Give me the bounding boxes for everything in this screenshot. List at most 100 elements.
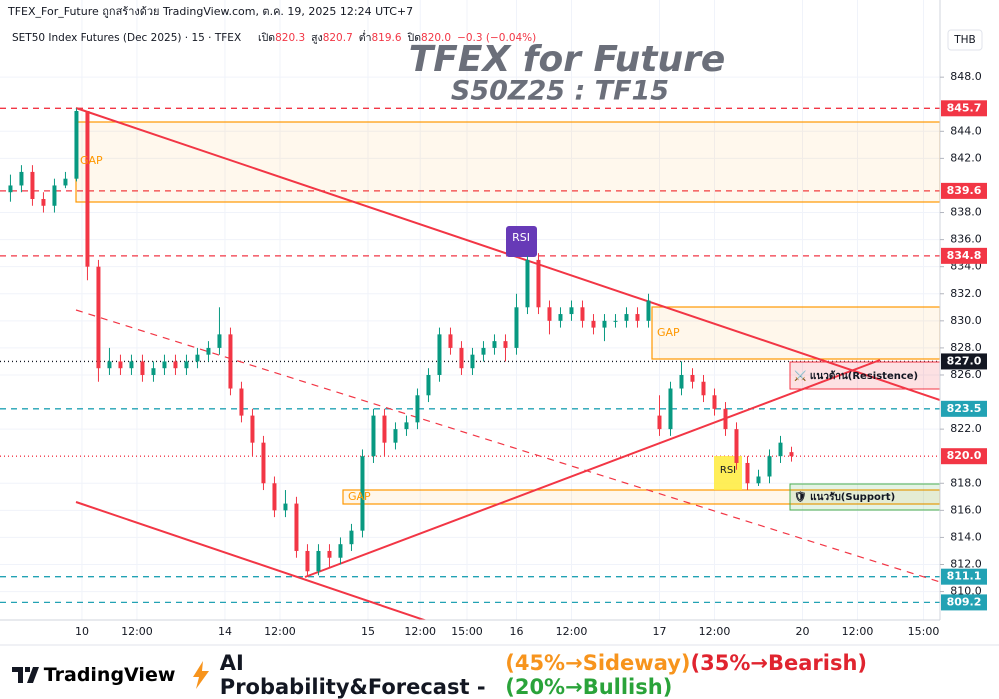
footer: TradingView AI Probability&Forecast - (4… [0,650,999,699]
ohlc-value: 820.7 [323,32,353,44]
logo [12,666,39,683]
y-tick-label: 828.0 [950,341,982,354]
candle-body [657,415,662,430]
rsi-label: RSI [720,465,736,476]
candle-body [580,307,585,321]
candle-body [668,388,673,430]
candle-body [525,259,530,308]
gap-label: GAP [80,154,103,167]
resistance-label: ⚔️ แนวต้าน(Resistence) [794,369,918,382]
price-label: 839.6 [947,184,982,197]
candle-body [250,415,255,443]
candle-body [712,395,717,409]
candle-body [283,503,288,511]
candle-body [272,483,277,511]
ohlc-value: 820.0 [421,32,451,44]
price-label: 834.8 [947,249,982,262]
candle-body [569,307,574,315]
candle-body [426,374,431,396]
candle-body [514,307,519,348]
candle-body [767,456,772,477]
ohlc-value: 819.6 [371,32,401,44]
candle-body [789,452,794,457]
candle-body [734,429,739,463]
x-tick-label: 15:00 [908,625,940,638]
brand: TradingView [43,663,176,686]
x-tick-label: 17 [652,625,666,638]
candle-body [646,300,651,321]
drawings [75,107,940,620]
candle-body [613,320,618,322]
caption: TFEX_For_Future ถูกสร้างด้วย TradingView… [7,5,413,18]
ohlc-value: 820.3 [275,32,305,44]
y-tick-label: 818.0 [950,476,982,489]
candle-body [481,347,486,355]
price-label-box [941,594,987,611]
candle-body [679,374,684,389]
candle-body [547,307,552,321]
candle-body [173,361,178,369]
x-tick-label: 12:00 [842,625,874,638]
y-tick-label: 816.0 [950,503,982,516]
candle-body [393,429,398,443]
y-tick-label: 844.0 [950,124,982,137]
x-tick-label: 15 [361,625,375,638]
price-label: 811.1 [947,570,982,583]
x-tick-label: 12:00 [121,625,153,638]
candle-body [360,456,365,531]
gap-box [75,121,940,203]
y-tick-label: 810.0 [950,585,982,598]
y-tick-label: 826.0 [950,368,982,381]
y-tick-label: 842.0 [950,151,982,164]
candle-body [459,347,464,369]
gap-label: GAP [348,490,371,503]
candle-body [129,361,134,369]
bolt-icon [193,660,210,689]
trend-line [304,359,881,578]
candle-body [294,503,299,551]
candle-body [492,341,497,348]
candle-body [107,361,112,369]
price-label: 827.0 [947,354,982,367]
candle-body [261,442,266,484]
ohlc: เปิด820.3 สูง820.7 ต่ำ819.6 ปิด820.0 −0.3 (−… [258,30,536,44]
candle-body [723,408,728,430]
y-tick-label: 848.0 [950,70,982,83]
candle-body [382,415,387,443]
support-label: 🛡 แนวรับ(Support) [794,491,895,503]
candle-body [778,442,783,457]
x-tick-label: 10 [75,625,89,638]
candle-body [195,354,200,362]
candle-body [19,171,24,186]
y-tick-label: 830.0 [950,314,982,327]
y-tick-label: 838.0 [950,206,982,219]
price-label-box [941,182,987,199]
candle-body [118,361,123,369]
candle-body [140,361,145,375]
candle-body [52,185,57,206]
candle-body [404,422,409,430]
candle-body [602,320,607,328]
chart: TFEX for Future S50Z25 : TF15 GAP GAP GA… [0,0,999,646]
y-tick-label: 812.0 [950,557,982,570]
watermark-title: TFEX for Future [409,39,726,80]
price-label-box [941,568,987,585]
watermark-subtitle: S50Z25 : TF15 [451,76,669,107]
change: −0.3 (−0.04%) [457,32,536,44]
price-label: 809.2 [947,595,982,608]
price-label-box [941,400,987,417]
forecast: (45%→Sideway) [505,650,691,675]
candle-body [448,334,453,348]
candle-body [184,361,189,369]
gap-label: GAP [657,326,680,339]
candle-body [503,341,508,348]
y-tick-label: 814.0 [950,530,982,543]
candle-body [8,185,13,193]
trend-line [75,309,940,583]
price-label: 820.0 [947,449,982,462]
candle-body [206,347,211,355]
candle-body [217,334,222,348]
y-tick-label: 836.0 [950,233,982,246]
candle-body [371,415,376,457]
